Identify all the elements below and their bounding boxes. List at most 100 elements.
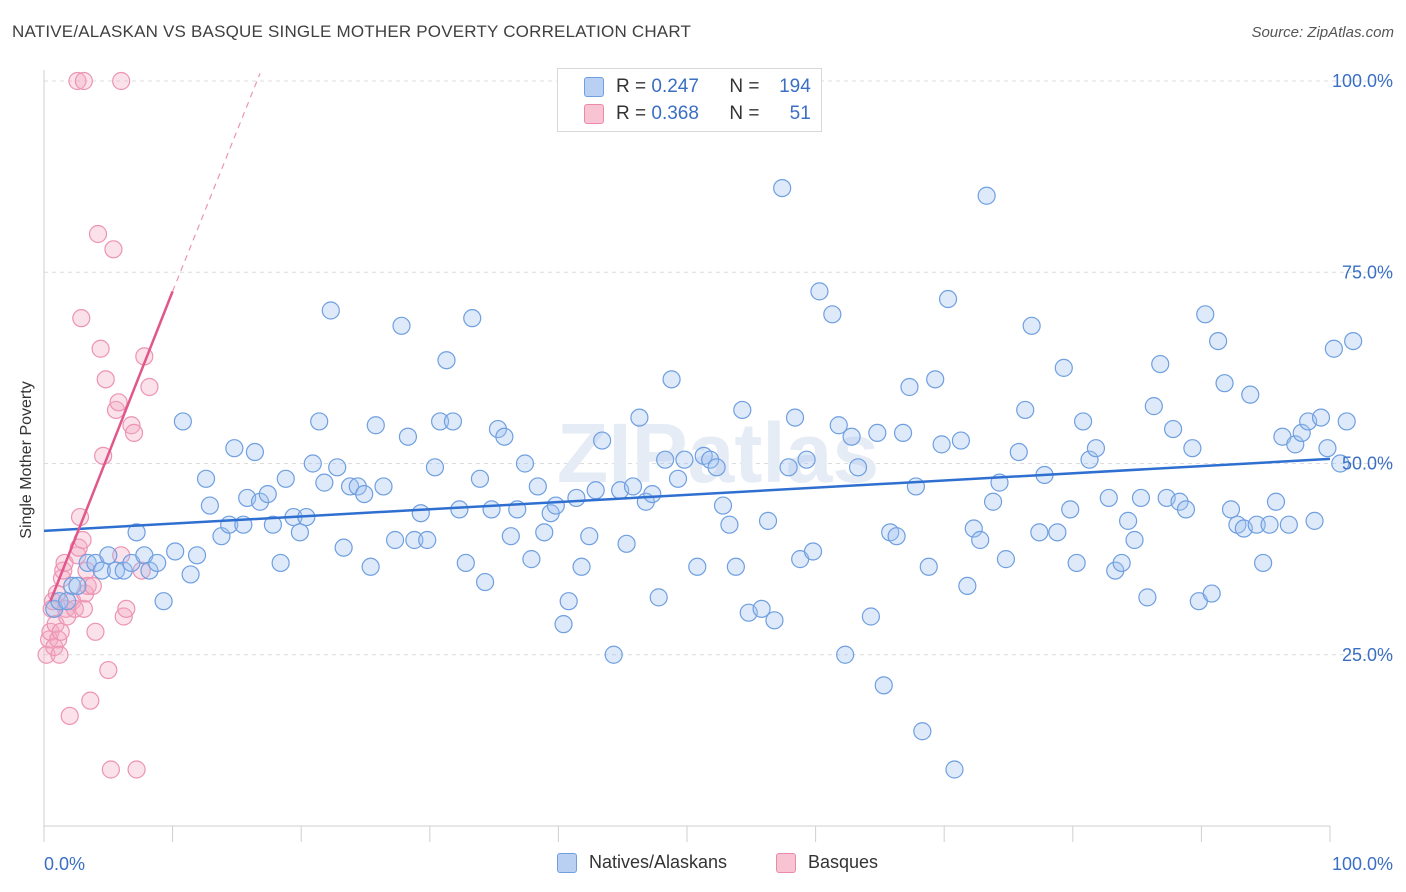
natives-point — [668, 469, 688, 488]
legend-n-value: 51 — [789, 103, 811, 124]
natives-point — [842, 427, 861, 446]
axes — [43, 70, 1331, 842]
legend-n-label: N = — [729, 103, 760, 124]
natives-point — [334, 538, 353, 557]
natives-point — [900, 377, 919, 397]
basques-point — [101, 760, 120, 779]
natives-point — [470, 469, 490, 488]
natives-point — [1086, 439, 1106, 458]
natives-point — [166, 542, 185, 561]
natives-point — [848, 458, 868, 477]
legend-r-value: 0.368 — [651, 103, 699, 124]
natives-point — [1125, 530, 1144, 550]
natives-point — [623, 477, 643, 496]
natives-point — [495, 427, 514, 446]
natives-point — [958, 576, 977, 596]
watermark: ZIPatlas — [557, 406, 879, 500]
natives-point — [58, 592, 77, 611]
natives-point — [707, 458, 726, 477]
legend-row-basques: R = 0.368 N = 51 — [584, 102, 811, 126]
natives-point — [1080, 450, 1099, 469]
source-note: Source: ZipAtlas.com — [1251, 24, 1394, 41]
natives-point — [586, 481, 605, 500]
legend-swatch-natives — [557, 852, 577, 873]
basques-point — [99, 660, 118, 680]
basques-point — [83, 576, 102, 596]
natives-point — [688, 557, 707, 576]
basques-point — [91, 339, 110, 358]
natives-point — [765, 611, 784, 630]
natives-point — [405, 530, 424, 550]
natives-point — [200, 496, 219, 515]
natives-point — [932, 435, 951, 454]
natives-point — [1022, 316, 1041, 335]
natives-point — [983, 492, 1003, 511]
natives-point — [1324, 339, 1343, 358]
natives-point — [593, 431, 612, 450]
natives-point — [1202, 584, 1221, 603]
natives-point — [951, 431, 971, 450]
basques-point — [104, 240, 123, 259]
natives-point — [1016, 400, 1035, 420]
natives-point — [1151, 354, 1170, 374]
y-tick-label: 100.0% — [1332, 71, 1393, 91]
basques-point — [96, 370, 115, 389]
natives-point — [475, 572, 495, 592]
natives-point — [515, 454, 535, 473]
natives-point — [1331, 454, 1350, 473]
natives-point — [463, 309, 482, 328]
natives-point — [1311, 408, 1331, 427]
natives-point — [1241, 385, 1260, 404]
natives-point — [1279, 515, 1298, 534]
natives-point — [938, 289, 958, 309]
natives-point — [63, 576, 82, 596]
natives-point — [977, 186, 996, 205]
natives-point — [196, 469, 216, 488]
natives-point — [887, 527, 906, 546]
basques-point — [132, 561, 151, 580]
natives-trend-line — [43, 457, 1331, 533]
x-tick-label: 100.0% — [1332, 854, 1393, 874]
basques-point — [86, 622, 105, 641]
natives-point — [225, 439, 244, 458]
natives-point — [630, 408, 649, 427]
natives-point — [945, 760, 964, 779]
chart-title: NATIVE/ALASKAN VS BASQUE SINGLE MOTHER P… — [12, 22, 692, 41]
natives-point — [656, 450, 675, 469]
basques-point — [37, 645, 56, 664]
natives-point — [271, 553, 290, 573]
legend-r-label: R = — [616, 76, 647, 97]
natives-point — [340, 477, 360, 496]
natives-point — [443, 412, 463, 431]
natives-point — [1196, 305, 1215, 324]
natives-point — [567, 488, 586, 508]
natives-point — [68, 576, 87, 596]
y-tick-label: 50.0% — [1342, 454, 1393, 474]
x-tick-label: 0.0% — [44, 854, 85, 874]
natives-point — [1138, 588, 1157, 607]
natives-point — [836, 645, 855, 664]
natives-point — [411, 504, 430, 523]
legend-swatch-basques — [776, 852, 796, 873]
correlation-legend: R = 0.247 N = 194 R = 0.368 N = 51 — [557, 68, 822, 132]
natives-point — [720, 515, 739, 534]
natives-point — [450, 500, 469, 519]
natives-point — [861, 607, 880, 626]
natives-point — [535, 523, 554, 542]
natives-point — [522, 550, 541, 569]
tick-labels: 25.0% 50.0% 75.0% 100.0% 0.0% 100.0% — [44, 71, 1393, 874]
natives-point — [366, 416, 385, 435]
basques-point — [140, 377, 159, 397]
natives-point — [893, 423, 913, 442]
natives-point — [250, 492, 270, 511]
natives-point — [154, 592, 173, 611]
natives-point — [1221, 500, 1241, 519]
natives-point — [374, 477, 393, 496]
basques-trend-line — [49, 290, 174, 602]
legend-swatch-basques — [584, 104, 604, 124]
natives-point — [1292, 423, 1311, 442]
basques-point — [78, 576, 97, 596]
natives-point — [713, 496, 733, 515]
basques-point — [60, 706, 79, 726]
natives-point — [1260, 515, 1279, 534]
